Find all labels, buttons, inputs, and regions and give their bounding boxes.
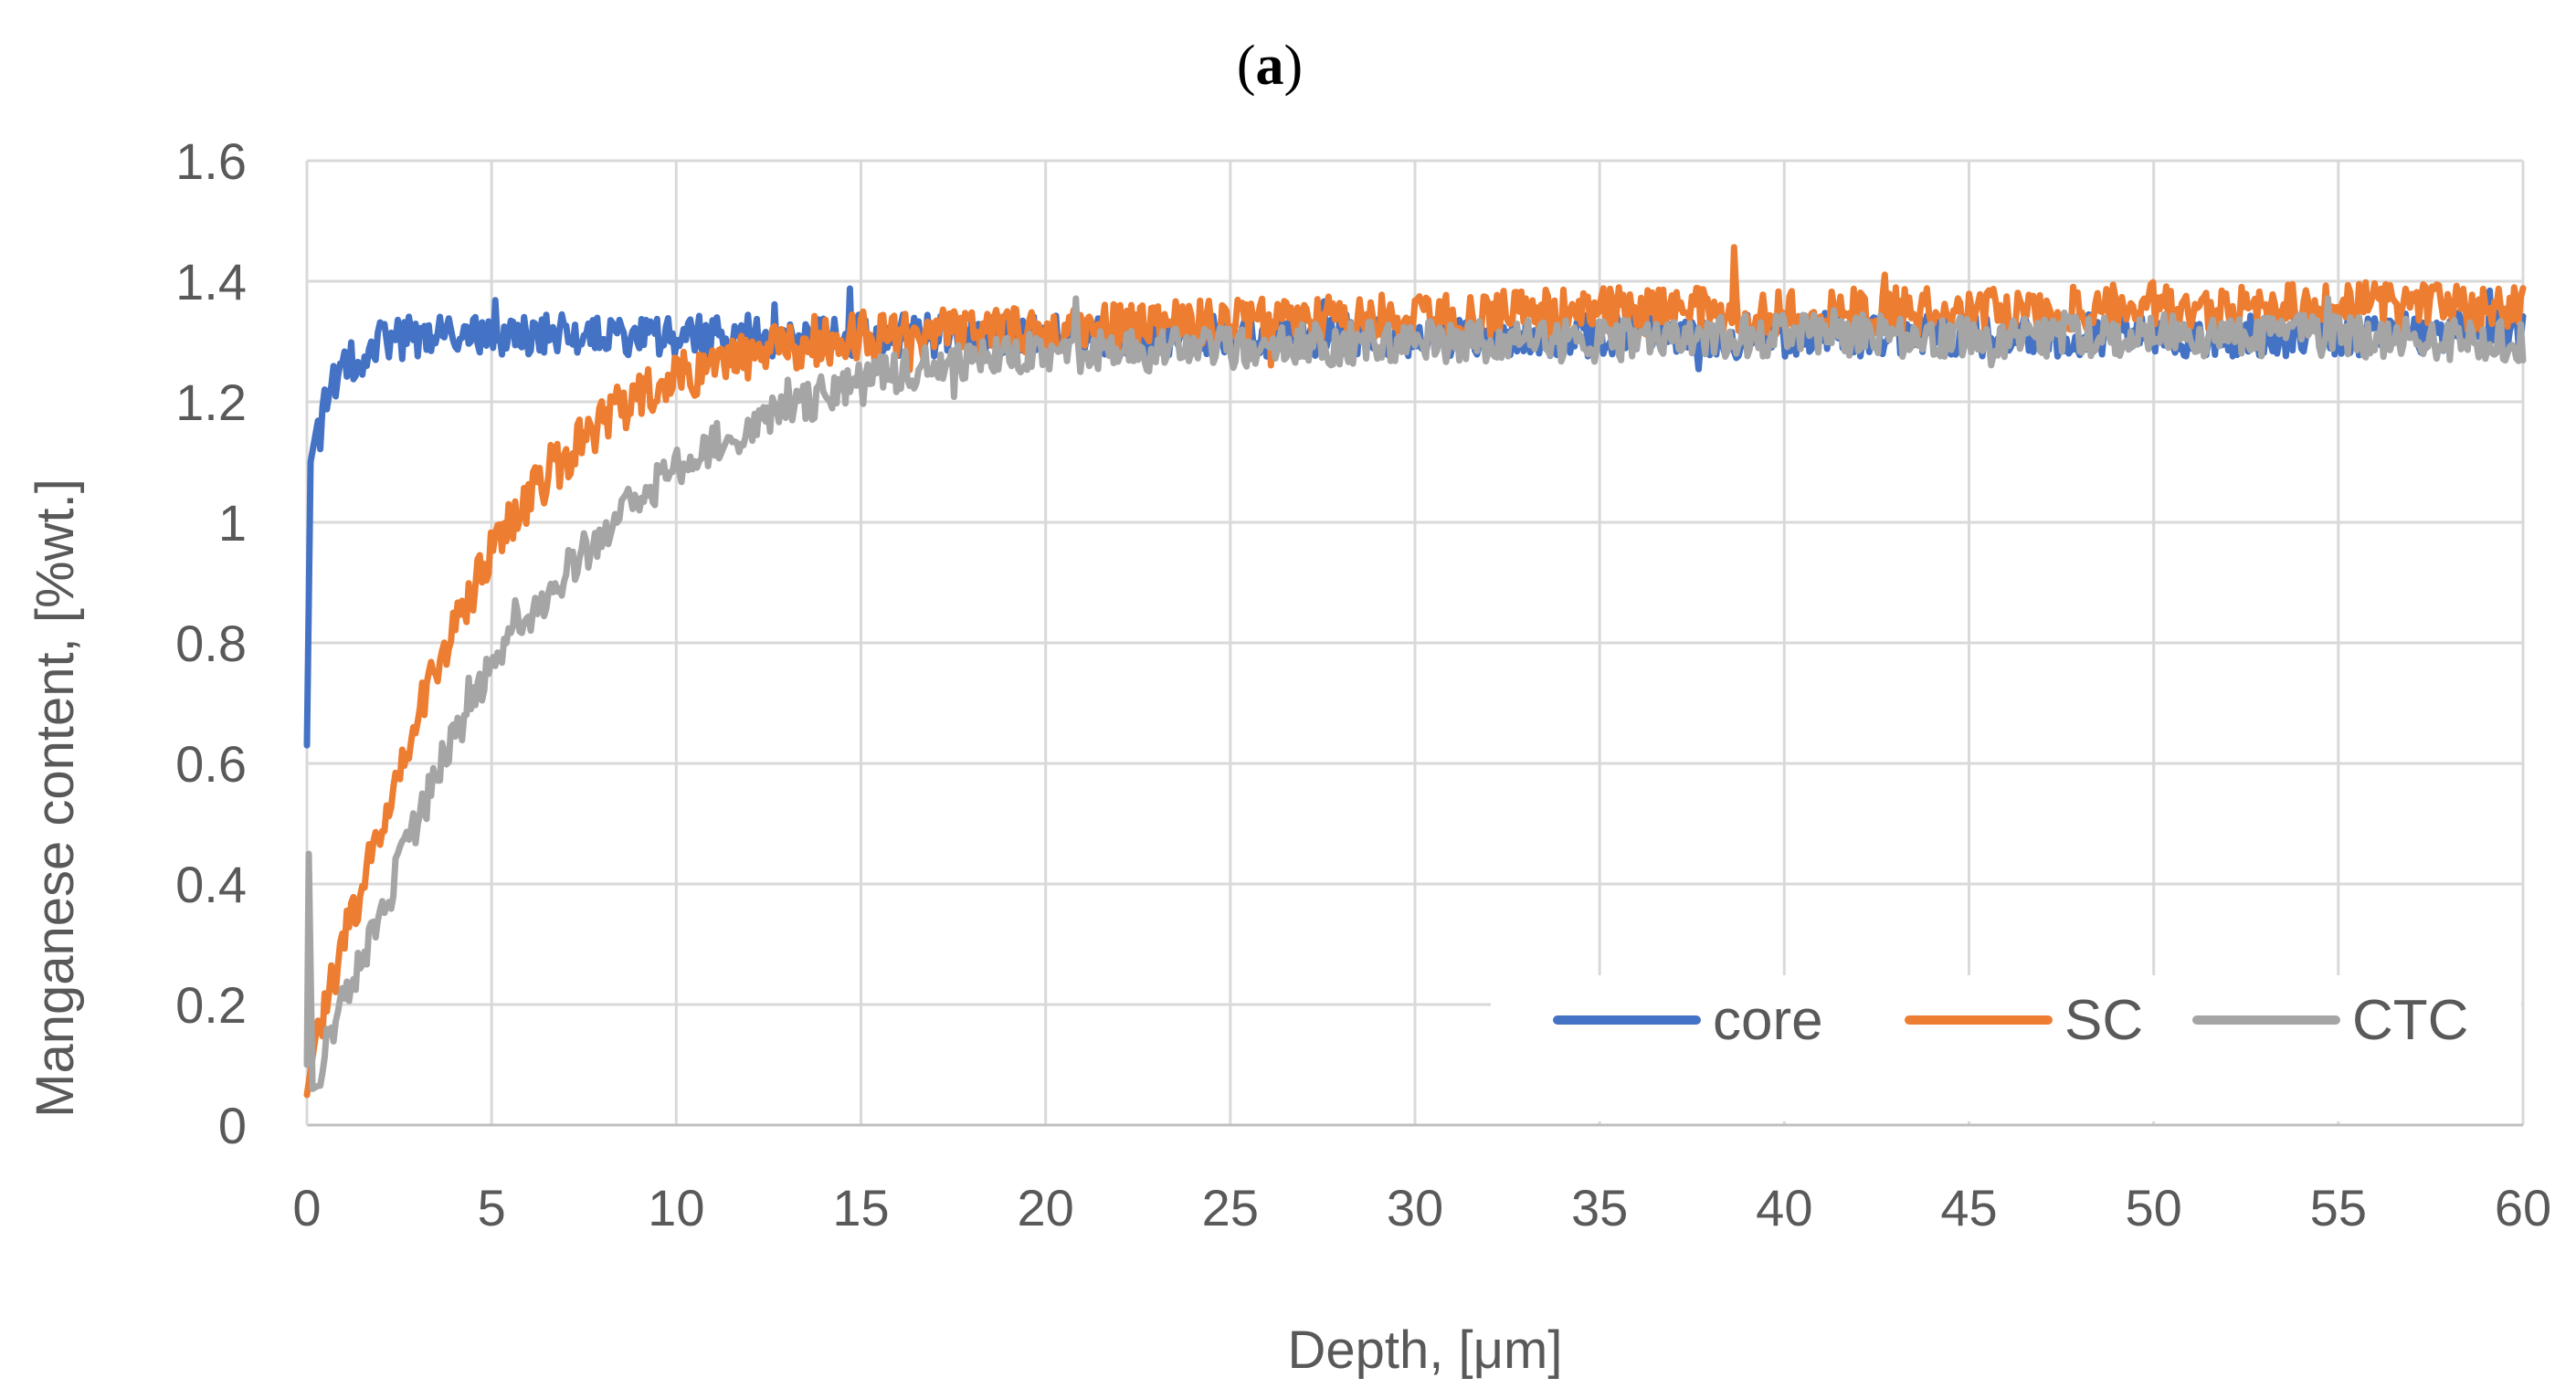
series-line-sc (303, 244, 2527, 1099)
y-tick-label: 0.2 (175, 976, 247, 1034)
legend-label-ctc: CTC (2352, 989, 2468, 1052)
x-tick-label: 0 (292, 1179, 321, 1236)
panel-letter: a (1256, 35, 1284, 97)
x-tick-label: 50 (2126, 1179, 2182, 1236)
series-lines (303, 244, 2527, 1099)
x-tick-label: 10 (648, 1179, 704, 1236)
y-tick-label: 1.2 (175, 373, 247, 431)
x-tick-label: 15 (832, 1179, 889, 1236)
tick-labels: 0 5 10 15 20 25 30 35 40 45 50 55 60 0 0.2 0.4 0.6 0.8 1 1.… (175, 132, 2551, 1236)
legend-background (1491, 975, 2521, 1121)
legend-label-sc: SC (2064, 989, 2143, 1052)
legend: core SC CTC (1491, 975, 2521, 1121)
y-tick-label: 1.4 (175, 253, 247, 310)
x-tick-label: 45 (1940, 1179, 1997, 1236)
y-tick-label: 1.6 (175, 132, 247, 190)
x-tick-label: 30 (1387, 1179, 1443, 1236)
x-tick-label: 25 (1202, 1179, 1259, 1236)
x-tick-label: 40 (1756, 1179, 1812, 1236)
x-tick-label: 5 (478, 1179, 506, 1236)
series-line-ctc (303, 295, 2527, 1092)
x-tick-label: 60 (2495, 1179, 2551, 1236)
y-tick-label: 0.4 (175, 856, 247, 913)
y-tick-label: 0.6 (175, 735, 247, 793)
y-axis-label: Manganese content, [%wt.] (26, 479, 85, 1118)
y-tick-label: 0 (218, 1097, 247, 1154)
x-tick-label: 35 (1571, 1179, 1628, 1236)
legend-label-core: core (1713, 989, 1823, 1052)
y-tick-label: 0.8 (175, 615, 247, 672)
y-tick-label: 1 (218, 494, 247, 552)
panel-label: (a) (1237, 35, 1303, 97)
x-tick-label: 20 (1018, 1179, 1074, 1236)
x-tick-label: 55 (2310, 1179, 2367, 1236)
x-axis-label: Depth, [μm] (1288, 1320, 1563, 1380)
